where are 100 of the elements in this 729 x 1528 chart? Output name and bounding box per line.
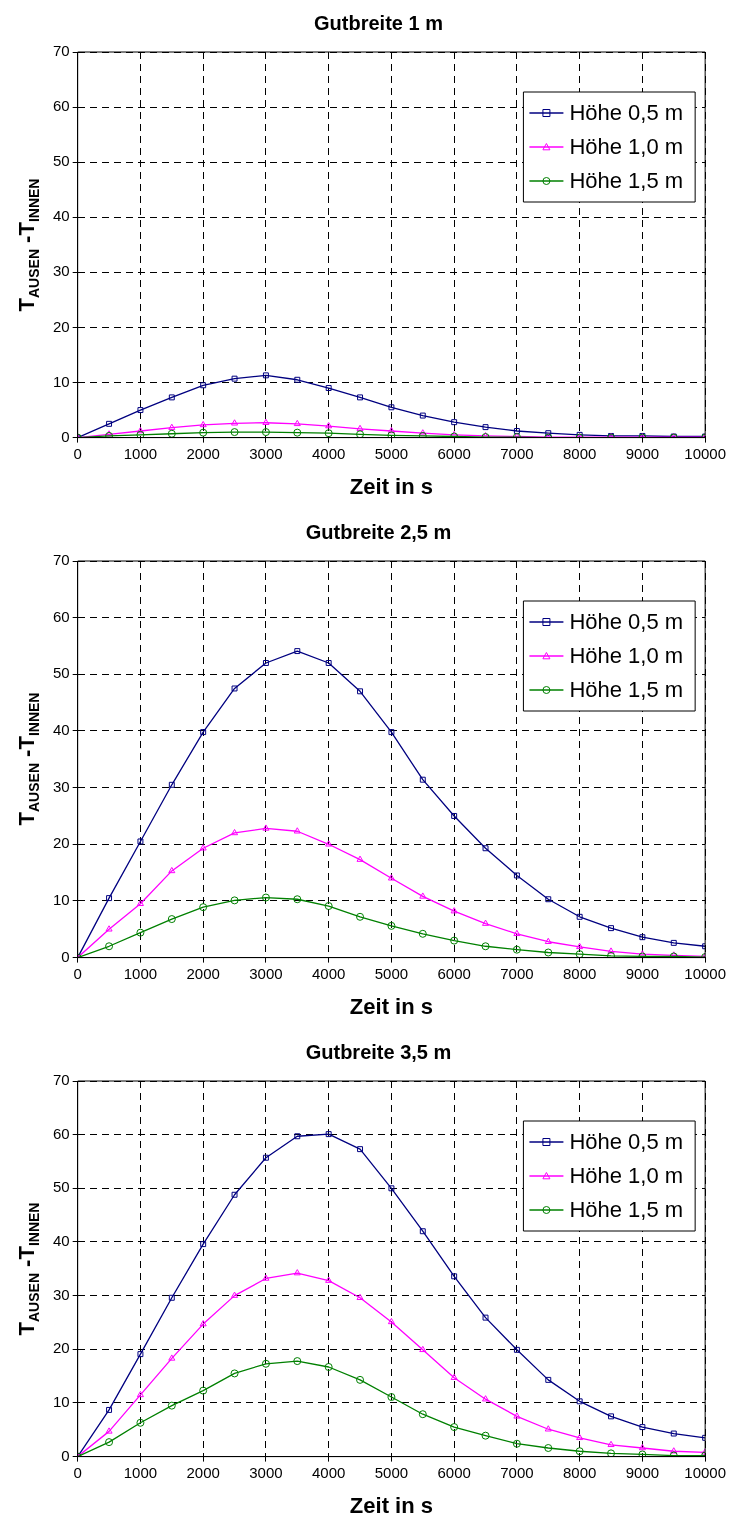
y-tick-label: 30 <box>53 262 70 280</box>
point <box>513 1412 521 1419</box>
point <box>419 776 426 783</box>
y-tick-label: 0 <box>61 1446 70 1464</box>
legend-label: Höhe 1,0 m <box>569 1163 684 1189</box>
point <box>293 1357 302 1366</box>
point <box>670 1447 678 1454</box>
x-tick-label: 1000 <box>123 444 158 462</box>
point <box>544 1425 552 1432</box>
legend-label: Höhe 1,5 m <box>569 1197 684 1223</box>
point <box>576 1398 583 1405</box>
x-tick-label: 4000 <box>311 444 346 462</box>
y-tick-label: 10 <box>53 891 70 909</box>
point <box>387 874 395 881</box>
point <box>670 939 677 946</box>
x-tick-label: 5000 <box>374 1463 409 1481</box>
x-tick-label: 9000 <box>625 1463 660 1481</box>
legend-label: Höhe 0,5 m <box>569 1129 684 1155</box>
chart-title: Gutbreite 2,5 m <box>305 520 452 543</box>
y-tick-label: 70 <box>53 42 70 60</box>
point <box>544 1444 553 1453</box>
point <box>262 1274 270 1281</box>
point <box>607 1449 616 1457</box>
y-tick-label: 50 <box>53 664 70 682</box>
point <box>575 1447 584 1456</box>
point <box>576 942 584 950</box>
x-axis-title: Zeit in s <box>349 473 433 499</box>
x-tick-label: 9000 <box>625 964 660 982</box>
point <box>261 893 270 902</box>
point <box>106 1406 113 1413</box>
x-tick-label: 9000 <box>625 444 660 462</box>
point <box>199 1386 208 1395</box>
y-tick-label: 20 <box>53 1339 70 1357</box>
point <box>419 892 427 899</box>
point <box>324 902 333 911</box>
point <box>419 1345 427 1353</box>
point <box>167 1401 176 1410</box>
point <box>544 937 552 944</box>
point <box>451 812 458 819</box>
chart-title: Gutbreite 3,5 m <box>305 1040 452 1063</box>
point <box>419 1228 426 1235</box>
point <box>325 660 332 666</box>
point <box>105 1438 114 1447</box>
legend-label: Höhe 1,5 m <box>569 677 684 703</box>
legend-label: Höhe 1,0 m <box>569 643 684 669</box>
x-tick-label: 3000 <box>249 964 283 982</box>
x-tick-label: 6000 <box>437 444 471 462</box>
point <box>356 855 364 862</box>
point <box>670 1430 677 1437</box>
point <box>199 1320 207 1327</box>
point <box>450 1423 459 1432</box>
x-tick-label: 0 <box>73 1463 82 1481</box>
x-tick-label: 3000 <box>249 1463 283 1481</box>
y-tick-label: 60 <box>53 97 70 115</box>
point <box>544 948 553 957</box>
point <box>450 1373 458 1380</box>
x-tick-label: 7000 <box>500 444 534 462</box>
y-tick-label: 60 <box>53 1124 70 1142</box>
y-tick-label: 40 <box>53 207 70 225</box>
y-tick-label: 60 <box>53 607 70 625</box>
point <box>513 872 520 879</box>
x-tick-label: 3000 <box>249 444 283 462</box>
point <box>607 951 616 958</box>
y-tick-label: 50 <box>53 152 70 170</box>
point <box>231 828 239 836</box>
point <box>387 1317 395 1325</box>
point <box>638 1450 647 1457</box>
point <box>168 866 176 874</box>
legend-label: Höhe 1,5 m <box>569 168 684 194</box>
point <box>450 936 459 945</box>
point <box>199 903 208 912</box>
point <box>200 729 207 736</box>
x-axis-title: Zeit in s <box>349 1492 433 1518</box>
point <box>418 929 427 938</box>
point <box>325 840 333 847</box>
point <box>262 660 269 666</box>
point <box>136 928 145 937</box>
point <box>168 781 175 788</box>
point <box>608 1413 614 1420</box>
point <box>231 685 238 692</box>
y-tick-label: 0 <box>61 427 70 445</box>
point <box>199 844 207 851</box>
point <box>136 1390 144 1398</box>
y-tick-label: 30 <box>53 777 70 795</box>
point <box>545 896 552 903</box>
point <box>639 1424 646 1431</box>
point <box>576 913 583 920</box>
x-tick-label: 8000 <box>562 964 597 982</box>
x-tick-label: 1000 <box>123 1463 158 1481</box>
point <box>324 1362 333 1371</box>
point <box>387 1393 396 1402</box>
x-tick-label: 5000 <box>374 964 409 982</box>
point <box>105 925 113 932</box>
chart-title: Gutbreite 1 m <box>314 11 443 34</box>
legend-label: Höhe 0,5 m <box>569 100 684 126</box>
point <box>638 1444 646 1451</box>
point <box>136 1418 145 1427</box>
x-tick-label: 2000 <box>186 444 220 462</box>
y-tick-label: 10 <box>53 372 70 390</box>
point <box>481 942 490 951</box>
